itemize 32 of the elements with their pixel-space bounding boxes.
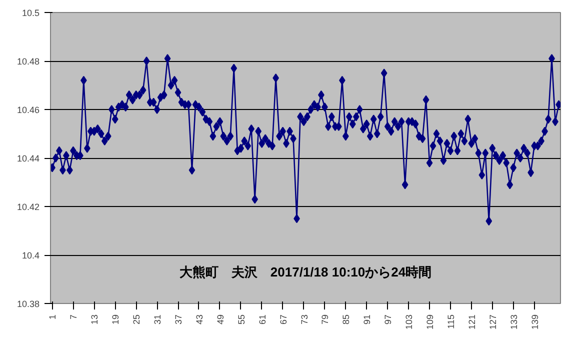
x-tick-label: 13: [90, 314, 100, 325]
x-tick-label: 7: [68, 314, 79, 320]
y-tick-label: 10.48: [16, 56, 40, 66]
x-tick-label: 31: [152, 314, 163, 325]
x-tick-label: 19: [110, 314, 121, 325]
x-tick-label: 61: [257, 314, 268, 325]
x-tick-label: 127: [488, 314, 498, 330]
x-tick-label: 115: [446, 314, 456, 329]
x-tick-label: 55: [236, 314, 246, 325]
y-tick-label: 10.44: [16, 154, 40, 164]
y-tick-label: 10.46: [16, 105, 40, 115]
x-tick-label: 79: [320, 314, 330, 325]
x-tick-label: 103: [404, 314, 414, 330]
x-tick-label: 49: [215, 314, 226, 325]
x-tick-label: 43: [194, 314, 204, 325]
y-tick-label: 10.5: [22, 8, 40, 18]
x-tick-label: 91: [362, 314, 372, 325]
x-tick-label: 1: [48, 314, 58, 320]
x-tick-label: 133: [508, 314, 519, 330]
y-tick-label: 10.4: [22, 250, 40, 260]
x-tick-label: 109: [425, 314, 436, 330]
x-tick-label: 67: [278, 314, 288, 325]
y-tick-label: 10.38: [16, 299, 40, 309]
x-tick-label: 121: [466, 314, 477, 330]
x-tick-label: 73: [299, 314, 310, 325]
x-tick-label: 25: [132, 314, 142, 325]
x-tick-label: 97: [383, 314, 394, 325]
x-tick-label: 139: [530, 314, 540, 330]
x-tick-label: 85: [341, 314, 352, 325]
y-tick-label: 10.42: [16, 202, 40, 212]
annotation: 大熊町 夫沢 2017/1/18 10:10から24時間: [179, 264, 432, 280]
x-tick-label: 37: [174, 314, 184, 325]
